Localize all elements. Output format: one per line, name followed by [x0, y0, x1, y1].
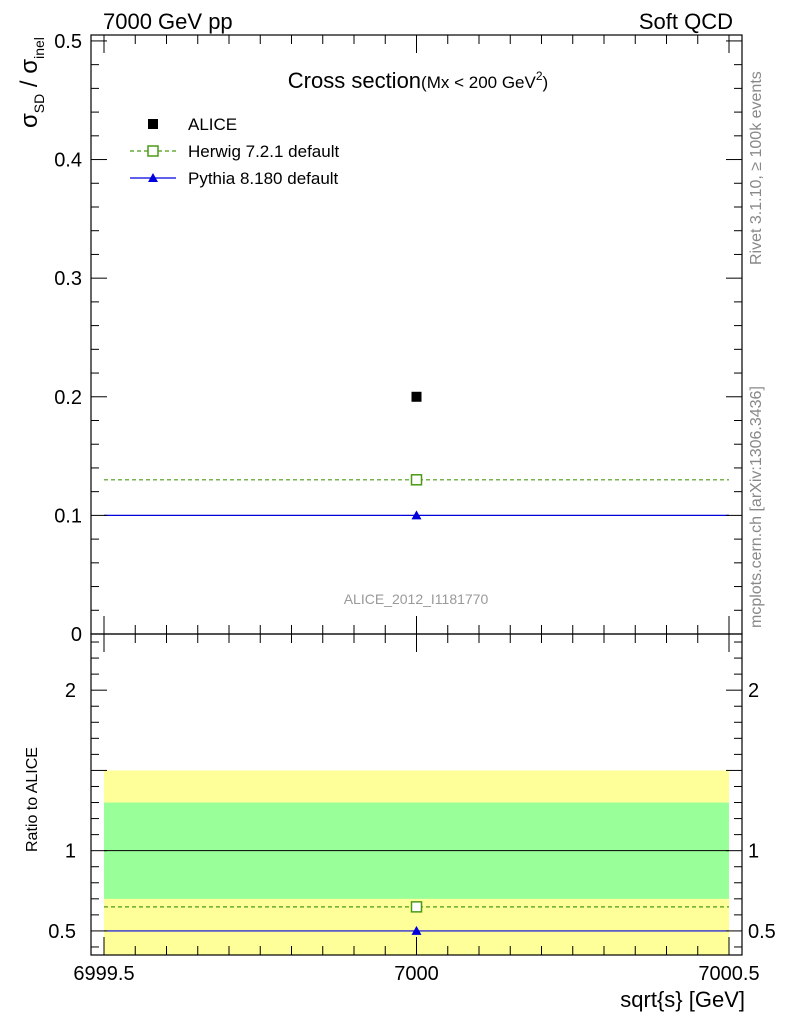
legend-marker-0 [148, 119, 158, 129]
legend-label-2: Pythia 8.180 default [188, 169, 339, 188]
xtick-label: 7000.5 [698, 963, 759, 985]
ratio-ytick-label-right: 2 [748, 680, 759, 702]
ratio-series [104, 901, 729, 935]
main-marker-0 [411, 391, 422, 402]
main-series [104, 391, 729, 520]
header-left: 7000 GeV pp [103, 9, 233, 34]
main-ytick-label: 0.5 [54, 31, 82, 53]
header-right: Soft QCD [639, 9, 733, 34]
ratio-y-axis-label: Ratio to ALICE [24, 747, 41, 852]
main-y-axis-label: σSD / σinel [16, 37, 47, 128]
chart-title: Cross section(Mx < 200 GeV2) [288, 68, 548, 93]
ratio-ytick-label-right: 1 [748, 841, 759, 863]
main-ytick-label: 0 [71, 624, 82, 646]
main-ytick-label: 0.2 [54, 387, 82, 409]
ratio-ytick-label-left: 0.5 [48, 921, 76, 943]
xtick-label: 6999.5 [73, 963, 134, 985]
main-ytick-label: 0.1 [54, 505, 82, 527]
ratio-ytick-label-right: 0.5 [748, 921, 776, 943]
main-ytick-label: 0.3 [54, 268, 82, 290]
x-axis-label: sqrt{s} [GeV] [620, 987, 745, 1012]
ratio-marker-0 [410, 901, 423, 913]
ratio-ytick-label-left: 2 [65, 680, 76, 702]
legend-marker-2 [148, 173, 158, 182]
analysis-id-label: ALICE_2012_I1181770 [344, 591, 489, 607]
ratio-marker-1 [411, 925, 422, 935]
ratio-bands [104, 770, 729, 955]
main-ytick-label: 0.4 [54, 150, 82, 172]
legend: ALICE Herwig 7.2.1 default Pythia 8.180 de… [130, 115, 339, 188]
rivet-version-label: Rivet 3.1.10, ≥ 100k events [748, 71, 765, 265]
legend-marker-1 [147, 145, 159, 157]
axis-ticks: 0 0.1 0.2 0.3 0.4 0.5 0.5 0.5 1 1 2 2 6999.5 7000 7000… [48, 31, 776, 985]
xtick-label: 7000 [394, 963, 439, 985]
legend-label-1: Herwig 7.2.1 default [188, 142, 339, 161]
main-marker-1 [410, 474, 423, 486]
mcplots-reference-label: mcplots.cern.ch [arXiv:1306.3436] [748, 386, 765, 628]
legend-label-0: ALICE [188, 115, 237, 134]
main-marker-2 [411, 510, 422, 520]
ratio-ytick-label-left: 1 [65, 841, 76, 863]
